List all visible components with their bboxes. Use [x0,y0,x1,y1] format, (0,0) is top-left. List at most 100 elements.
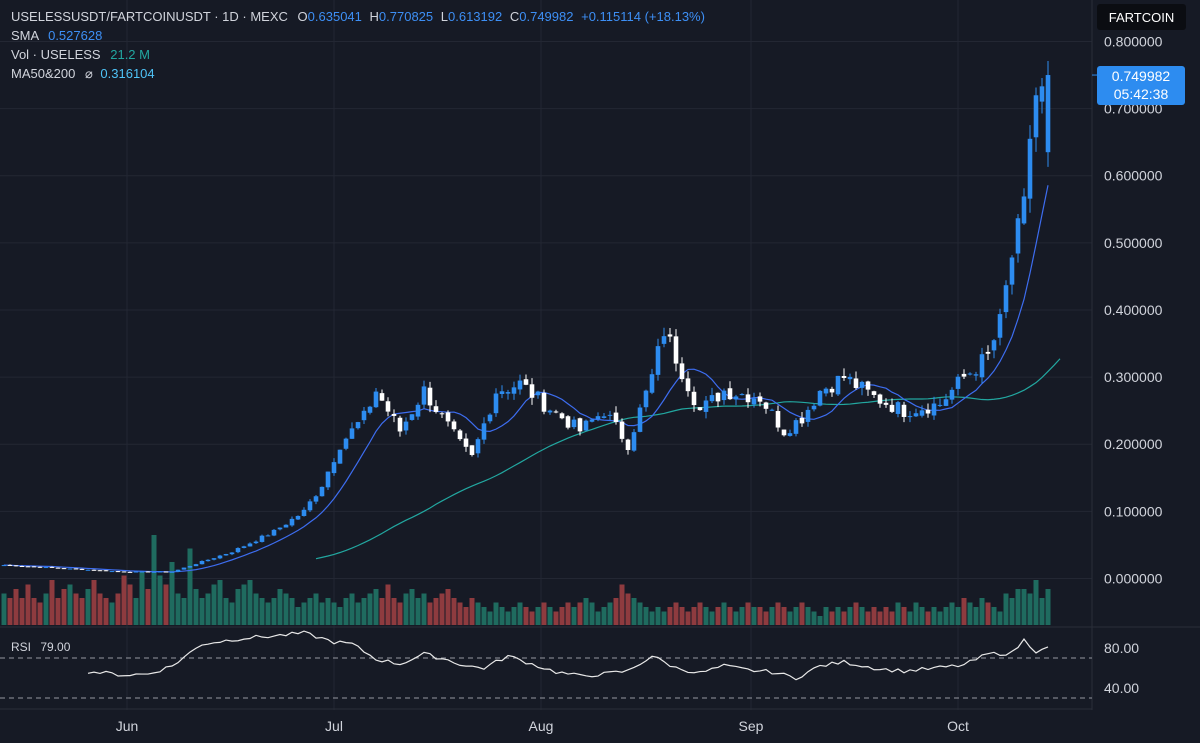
volume-bar [553,611,559,625]
candle-body [163,571,169,573]
volume-bar [211,584,217,625]
volume-bar [19,598,25,625]
volume-bar [751,607,757,625]
volume-bar [1009,598,1015,625]
volume-bar [325,598,331,625]
volume-label: Vol · USELESS [11,47,101,62]
volume-bar [25,584,31,625]
candle-body [193,564,199,567]
volume-bar [223,598,229,625]
candle-body [583,420,589,431]
low-value: 0.613192 [448,9,503,24]
volume-bar [907,611,913,625]
candle-body [745,394,751,403]
volume-bar [805,607,811,625]
volume-bar [283,593,289,625]
candle-body [475,439,481,454]
ma-legend[interactable]: MA50&200 ⌀ 0.316104 [11,66,155,82]
volume-bar [481,607,487,625]
candle-body [481,423,487,440]
volume-bar [967,602,973,625]
volume-bar [793,607,799,625]
high-label: H [369,9,379,24]
volume-bar [451,598,457,625]
ma50-path [315,358,1061,560]
rsi-legend[interactable]: RSI 79.00 [11,640,70,654]
volume-bar [79,598,85,625]
candle-body [685,378,691,392]
candle-body [265,535,271,537]
volume-bar [823,607,829,625]
rsi-line [87,630,1049,681]
candle-body [151,571,157,573]
volume-bar [745,602,751,625]
volume-bar [121,575,127,625]
sma-legend[interactable]: SMA 0.527628 [11,28,102,43]
candle-body [883,402,889,405]
candle-body [613,412,619,423]
candle-body [145,571,151,573]
volume-bar [253,593,259,625]
volume-bar [265,602,271,625]
volume-bar [1015,589,1021,625]
volume-bar [355,602,361,625]
candle-body [955,376,961,389]
volume-bar [535,607,541,625]
volume-bar [523,607,529,625]
rsi-tick-label: 40.00 [1104,680,1139,696]
price-tick-label: 0.800000 [1104,33,1163,49]
candle-body [907,416,913,418]
volume-bar [589,602,595,625]
candle-body [289,518,295,526]
candle-body [649,374,655,393]
rsi-value: 79.00 [40,640,71,654]
volume-bar [859,607,865,625]
volume-bar [1,593,7,625]
candle-body [31,566,37,568]
ma50-line [315,358,1061,560]
volume-bar [1033,580,1039,625]
candle-body [139,571,145,573]
candle-body [931,403,937,416]
volume-legend[interactable]: Vol · USELESS 21.2 M [11,47,150,62]
candle-body [727,388,733,400]
volume-bar [187,548,193,625]
volume-bar [391,598,397,625]
volume-bar [373,589,379,625]
bar-countdown: 05:42:38 [1113,86,1169,102]
rsi-pane[interactable]: 80.00 40.00 [0,630,1139,710]
candle-body [535,391,541,396]
candle-body [505,392,511,394]
candle-body [61,568,67,570]
time-axis[interactable]: Jun Jul Aug Sep Oct [116,718,969,734]
candle-body [913,413,919,417]
candle-body [337,449,343,464]
candle-body [733,396,739,400]
volume-bar [13,589,19,625]
volume-bar [109,602,115,625]
volume-bar [577,602,583,625]
volume-bar [421,593,427,625]
volume-bar [937,611,943,625]
volume-bar [691,607,697,625]
candle-body [241,546,247,548]
candle-body [553,411,559,413]
volume-bar [829,611,835,625]
volume-bar [637,602,643,625]
price-tick-label: 0.600000 [1104,168,1163,184]
candle-body [511,387,517,394]
volume-value: 21.2 M [110,47,150,62]
high-value: 0.770825 [378,9,434,24]
candle-body [205,559,211,562]
candle-body [757,396,763,402]
candle-body [709,395,715,402]
price-axis[interactable]: 0.8000000.7000000.6000000.5000000.400000… [1092,33,1163,587]
volume-bar [763,611,769,625]
volume-bar [199,598,205,625]
compare-symbol-badge[interactable]: FARTCOIN [1097,4,1186,30]
candle-body [433,406,439,412]
candle-body [451,421,457,430]
volume-bar [193,589,199,625]
volume-bar [361,598,367,625]
